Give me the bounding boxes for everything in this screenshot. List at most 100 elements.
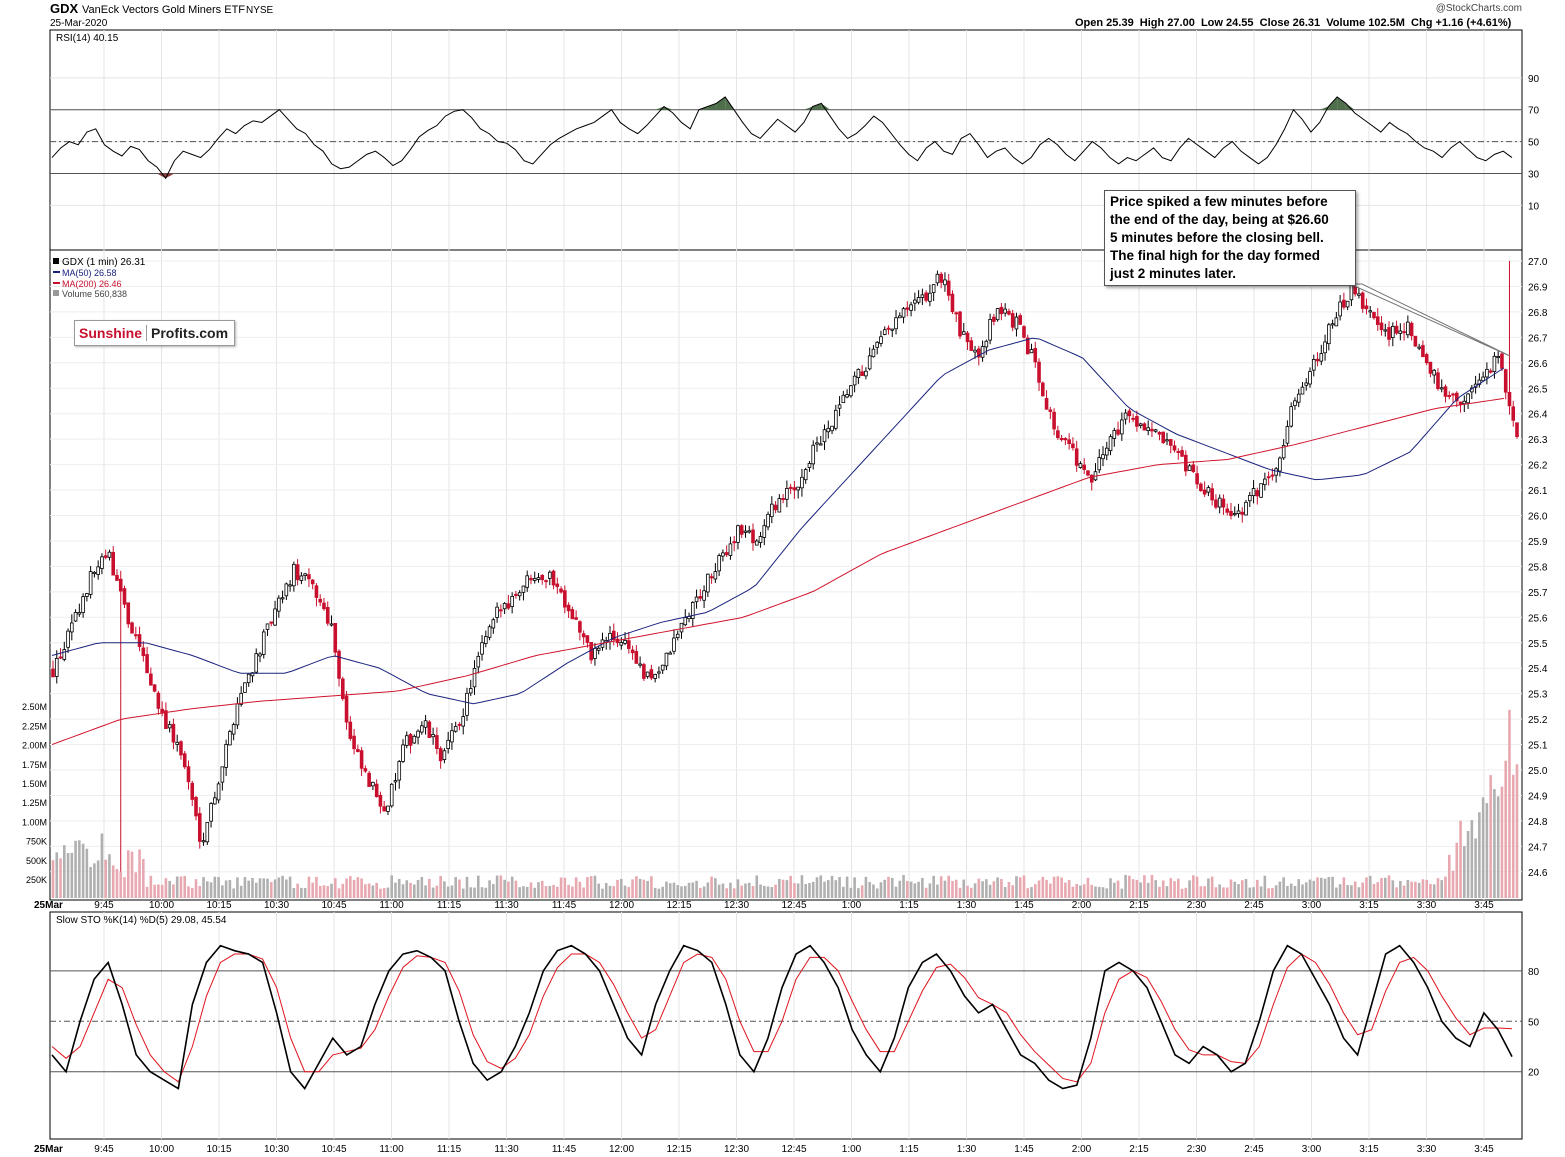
volume-bar (1113, 882, 1116, 898)
volume-bar (1440, 880, 1444, 898)
candle-body (1236, 510, 1241, 515)
candle (924, 290, 928, 303)
sto-panel (49, 911, 1523, 1140)
candle (1142, 422, 1147, 431)
volume-tick-label: 1.50M (22, 779, 47, 789)
candle-body (1379, 322, 1384, 331)
volume-bar (390, 875, 394, 898)
candle (1334, 311, 1339, 327)
candle (1379, 316, 1384, 336)
volume-bar (668, 883, 672, 898)
candle (540, 574, 545, 585)
candle (980, 340, 985, 362)
candle (660, 664, 665, 675)
candle (1391, 322, 1395, 347)
volume-bar (1391, 880, 1395, 898)
volume-bar (1018, 877, 1022, 898)
candle-body (1360, 292, 1365, 309)
volume-bar (875, 888, 879, 898)
volume-bar (992, 881, 996, 898)
candle (265, 623, 270, 636)
candle (1413, 335, 1418, 347)
candle (1289, 402, 1293, 428)
candle (1470, 384, 1474, 400)
candle (378, 791, 383, 814)
candle (1014, 312, 1019, 337)
volume-bar (578, 881, 582, 898)
volume-bar (702, 886, 706, 898)
volume-bar (81, 843, 85, 898)
volume-bar (883, 879, 887, 898)
candle (344, 690, 349, 730)
volume-bar (1444, 876, 1447, 898)
candle (1255, 487, 1260, 505)
candle (627, 631, 631, 654)
candle (307, 568, 311, 588)
candle-body (130, 622, 134, 634)
candle-body (1481, 376, 1485, 382)
candle-body (1029, 349, 1034, 354)
candle-body (299, 575, 304, 581)
candle (1458, 401, 1463, 413)
volume-bar (823, 881, 826, 898)
volume-bar (789, 875, 792, 898)
candle (190, 780, 195, 806)
candle (536, 573, 541, 583)
volume-bar (62, 845, 66, 898)
candle (1022, 325, 1026, 339)
candle-body (739, 525, 744, 535)
volume-bar (130, 851, 134, 898)
candle (800, 468, 804, 497)
candle (826, 420, 831, 439)
volume-bar (687, 882, 691, 898)
ma200-line (51, 397, 1505, 746)
candle (773, 501, 778, 514)
annotation-callout: Price spiked a few minutes before the en… (1104, 190, 1356, 286)
candle (1323, 334, 1327, 361)
legend-ma50: MA(50) 26.58 (62, 268, 117, 278)
volume-bar (224, 880, 228, 898)
volume-bar (412, 884, 416, 898)
candle-body (864, 370, 868, 377)
candle-body (201, 840, 206, 843)
candle-body (81, 596, 85, 613)
candle (130, 621, 134, 634)
volume-bar (525, 886, 529, 898)
candle-body (954, 312, 959, 315)
legend-price: GDX (1 min) 26.31 (62, 257, 146, 268)
volume-bar (251, 877, 254, 898)
candle-body (1503, 369, 1508, 393)
candle (698, 589, 703, 602)
candle-body (1059, 437, 1064, 440)
sto-d-line (51, 953, 1513, 1083)
candle-body (1214, 499, 1218, 508)
candle (1436, 368, 1440, 391)
candle-body (51, 668, 55, 678)
candle (1406, 315, 1410, 339)
volume-bar (1372, 884, 1376, 898)
volume-bar (510, 876, 514, 898)
volume-bar (943, 880, 947, 898)
candle-body (333, 622, 338, 653)
volume-bar (1090, 884, 1094, 898)
volume-bar (522, 886, 525, 898)
legend-ma200: MA(200) 26.46 (62, 279, 122, 289)
candle-body (1240, 511, 1245, 515)
candle (367, 770, 371, 787)
volume-bar (1508, 709, 1511, 898)
price-tick-label: 24.8 (1528, 817, 1548, 828)
candle (1300, 381, 1305, 395)
candle-body (1398, 330, 1403, 334)
candle-body (965, 332, 970, 343)
candle (107, 549, 112, 561)
candle-body (638, 663, 642, 666)
candle-body (1421, 345, 1425, 358)
candle (122, 585, 127, 608)
volume-bar (924, 887, 928, 898)
volume-bar (349, 876, 352, 898)
volume-bar (1256, 879, 1259, 898)
candle-body (803, 469, 808, 481)
volume-bar (954, 879, 958, 898)
x-tick-label: 3:15 (1359, 900, 1379, 911)
candle-body (1293, 400, 1297, 407)
